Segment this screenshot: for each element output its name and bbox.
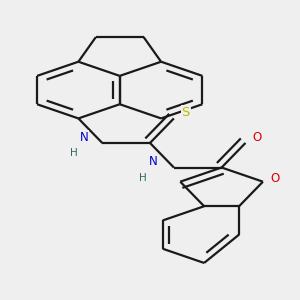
Text: S: S [182, 106, 190, 119]
Text: O: O [270, 172, 280, 185]
Text: N: N [80, 130, 89, 143]
Text: N: N [149, 155, 158, 168]
Text: H: H [139, 173, 146, 183]
Text: O: O [253, 130, 262, 143]
Text: H: H [70, 148, 78, 158]
